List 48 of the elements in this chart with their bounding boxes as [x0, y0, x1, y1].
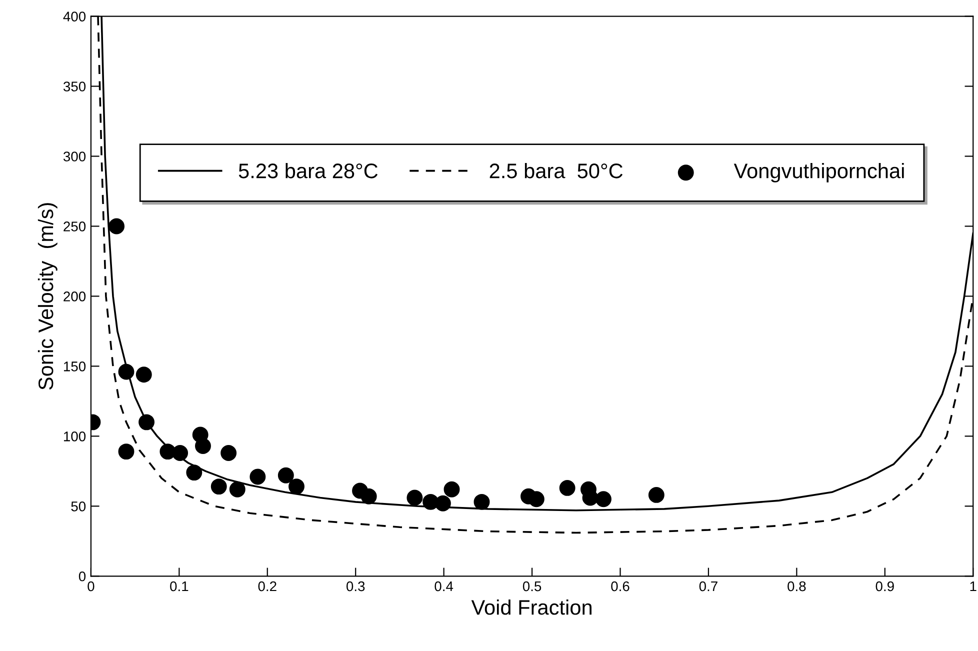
y-tick-label: 400 — [63, 12, 86, 22]
legend-label: Vongvuthipornchai — [734, 163, 904, 182]
point — [528, 491, 544, 508]
y-axis-title: Sonic Velocity (m/s) — [38, 203, 58, 390]
point — [278, 467, 294, 484]
y-tick-label: 150 — [64, 362, 86, 372]
point — [210, 478, 227, 495]
legend-label: 5.23 bara 28°C — [238, 163, 378, 178]
y-tick-label: 0 — [78, 571, 86, 582]
x-tick-label: 0.8 — [788, 581, 806, 592]
point — [195, 438, 211, 454]
x-tick-label: 0.1 — [170, 581, 188, 592]
x-axis-title: Void Fraction — [471, 600, 592, 615]
x-tick-label: 1 — [970, 582, 976, 592]
point — [596, 491, 612, 508]
x-tick-label: 0.7 — [699, 581, 718, 592]
x-tick-label: 0.4 — [434, 581, 454, 592]
y-tick-label: 300 — [63, 152, 86, 162]
y-tick-label: 350 — [63, 82, 86, 92]
point — [108, 218, 125, 234]
point — [288, 478, 304, 495]
x-tick-label: 0 — [88, 581, 94, 592]
y-tick-label: 200 — [64, 292, 86, 302]
x-tick-label: 0.3 — [346, 581, 365, 592]
point — [136, 366, 152, 383]
point — [474, 494, 490, 510]
point — [229, 481, 246, 498]
point — [186, 464, 202, 481]
point — [444, 481, 460, 498]
y-tick-label: 50 — [71, 501, 86, 512]
x-tick-label: 0.9 — [876, 581, 894, 592]
point — [172, 444, 188, 461]
point — [118, 444, 134, 460]
point — [118, 364, 134, 380]
point — [138, 414, 155, 430]
point — [434, 495, 451, 512]
x-tick-label: 0.6 — [611, 581, 630, 592]
point — [648, 486, 664, 503]
y-tick-label: 250 — [64, 222, 86, 232]
point — [559, 480, 576, 496]
legend-label: 2.5 bara 50°C — [490, 163, 623, 178]
point — [406, 490, 423, 506]
y-tick-label: 100 — [64, 432, 86, 442]
point — [360, 488, 377, 504]
x-tick-label: 0.2 — [258, 581, 276, 592]
point — [220, 444, 237, 461]
point — [250, 468, 266, 485]
x-tick-label: 0.5 — [522, 581, 542, 592]
